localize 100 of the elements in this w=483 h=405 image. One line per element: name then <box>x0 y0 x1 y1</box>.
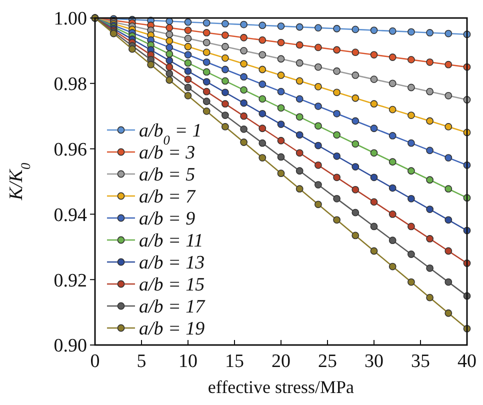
point <box>222 42 229 50</box>
point <box>314 24 322 32</box>
point <box>370 174 378 182</box>
point <box>408 56 415 64</box>
point <box>408 112 415 119</box>
point <box>314 44 322 52</box>
point <box>240 34 248 42</box>
point <box>166 56 174 64</box>
point <box>222 88 229 96</box>
point <box>333 216 340 224</box>
point <box>166 63 174 71</box>
point <box>277 170 285 178</box>
point <box>258 124 266 132</box>
point <box>296 185 304 193</box>
point <box>222 54 229 62</box>
point <box>444 30 452 38</box>
point <box>388 106 396 114</box>
point <box>296 41 304 49</box>
y-tick-label: 0.90 <box>54 336 87 357</box>
point <box>222 123 229 130</box>
point <box>426 264 434 272</box>
legend-label: a/b = 5 <box>139 164 196 186</box>
point <box>352 48 360 56</box>
point <box>426 29 434 36</box>
point <box>426 176 434 184</box>
point <box>408 28 415 36</box>
x-tick-label: 30 <box>364 351 384 372</box>
point <box>333 24 340 32</box>
point <box>444 92 452 100</box>
point <box>258 51 266 58</box>
point <box>240 47 248 54</box>
point <box>370 100 378 108</box>
point <box>333 174 340 182</box>
point <box>240 99 248 107</box>
point <box>370 51 378 58</box>
y-tick-label: 0.94 <box>54 204 88 226</box>
point <box>314 181 322 188</box>
legend-label: a/b = 17 <box>139 296 206 318</box>
point <box>202 19 210 27</box>
point <box>426 117 434 125</box>
point <box>202 38 210 46</box>
x-tick-label: 20 <box>272 351 290 372</box>
point <box>166 44 174 52</box>
point <box>408 222 415 230</box>
legend-label: a/b = 9 <box>139 208 196 230</box>
x-axis-title: effective stress/MPa <box>208 377 354 397</box>
point <box>444 216 452 224</box>
point <box>444 60 452 68</box>
point <box>296 113 304 121</box>
point <box>388 210 396 218</box>
point <box>202 58 210 66</box>
point <box>352 26 360 34</box>
point <box>296 131 304 139</box>
x-tick-label: 5 <box>136 351 146 372</box>
point <box>444 154 452 162</box>
point <box>147 60 154 68</box>
point <box>202 29 210 36</box>
x-tick-label: 40 <box>458 351 476 372</box>
point <box>296 77 304 85</box>
point <box>352 232 360 240</box>
point <box>184 18 192 26</box>
point <box>370 26 378 34</box>
point <box>277 104 285 112</box>
point <box>352 117 360 125</box>
point <box>333 88 340 96</box>
point <box>184 92 192 100</box>
point <box>184 42 192 50</box>
point <box>240 112 248 120</box>
point <box>277 72 285 79</box>
point <box>128 45 136 53</box>
point <box>426 206 434 213</box>
point <box>202 107 210 115</box>
point <box>444 123 452 130</box>
point <box>258 95 266 103</box>
point <box>426 88 434 96</box>
point <box>240 60 248 68</box>
point <box>388 80 396 88</box>
point <box>258 22 266 30</box>
point <box>352 140 360 148</box>
point <box>222 20 229 28</box>
point <box>388 236 396 244</box>
point <box>314 82 322 90</box>
point <box>388 158 396 166</box>
point <box>444 278 452 286</box>
point <box>388 132 396 140</box>
x-tick-label: 35 <box>411 351 430 372</box>
point <box>388 27 396 35</box>
point <box>240 86 248 94</box>
point <box>352 163 360 170</box>
point <box>314 102 322 110</box>
point <box>296 167 304 175</box>
point <box>184 34 192 42</box>
point <box>352 72 360 79</box>
point <box>370 222 378 230</box>
x-tick-label: 25 <box>318 351 337 372</box>
y-tick-label: 1.00 <box>54 8 87 30</box>
point <box>222 31 229 39</box>
point <box>277 88 285 96</box>
point <box>166 76 174 84</box>
point <box>184 84 192 92</box>
